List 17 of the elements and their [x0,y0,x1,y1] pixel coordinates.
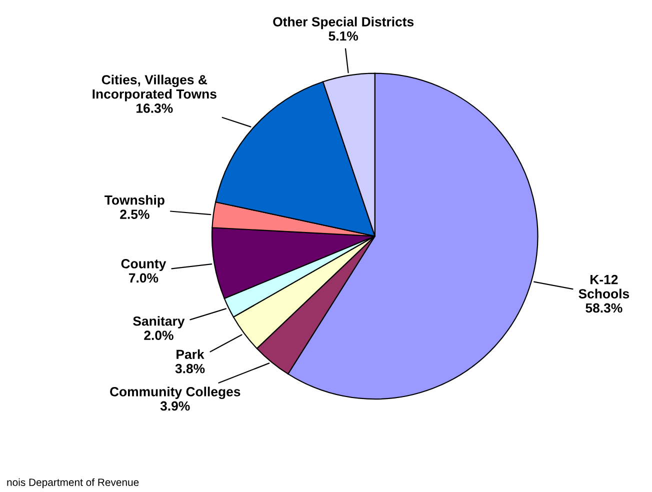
slice-label: Community Colleges [110,386,240,400]
data-label: 3.9% [160,401,190,411]
slice-label: Park [176,349,204,360]
data-label: 2.0% [144,330,174,340]
text: nois Department of Revenue [7,478,139,488]
slice-label: Sanitary [133,316,185,328]
data-label: 16.3% [136,104,173,113]
data-label: 58.3% [586,303,622,313]
slice-label: K-12 Schools [578,274,630,298]
slice-label: Cities, Villages & Incorporated Towns [92,74,216,102]
slice-label: Township [104,195,164,208]
slice-label: Other Special Districts [273,16,414,30]
data-label: 2.5% [120,210,150,219]
data-label: 3.8% [175,364,205,374]
data-label: 7.0% [128,273,158,283]
slice-label: County [121,259,166,272]
data-label: 5.1% [328,31,358,41]
